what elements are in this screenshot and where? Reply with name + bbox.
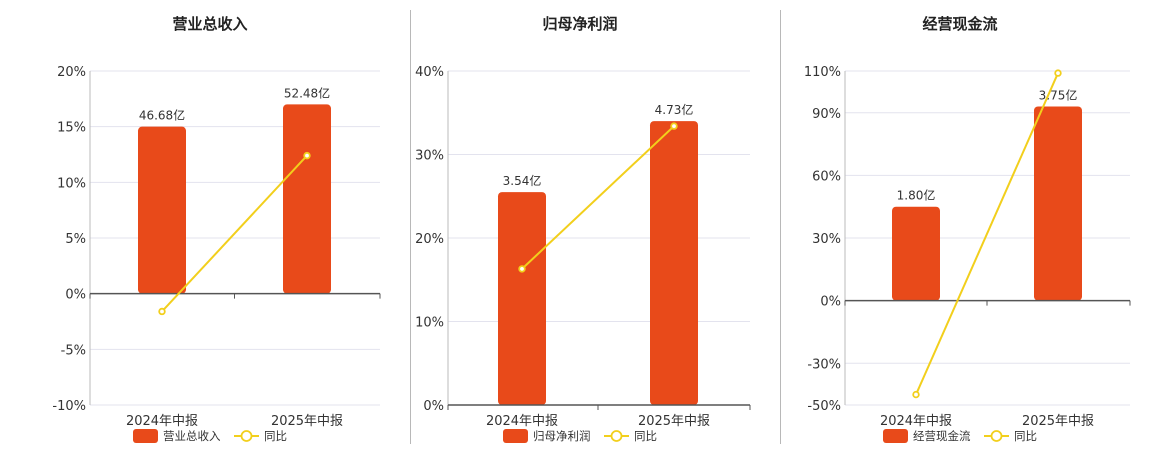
line-point <box>158 307 166 316</box>
series-line <box>161 154 308 313</box>
y-tick-label: 60% <box>812 169 841 184</box>
y-tick-label: -50% <box>807 399 841 414</box>
bar <box>1034 106 1082 301</box>
line-point <box>303 151 311 160</box>
y-tick-label: 10% <box>57 176 86 191</box>
chart-title: 归母净利润 <box>542 15 617 33</box>
bar-value-label: 52.48亿 <box>284 85 330 100</box>
series-line <box>915 72 1059 395</box>
legend-swatch-point <box>240 430 253 442</box>
legend-label: 同比 <box>1014 429 1037 443</box>
bar <box>498 192 546 405</box>
y-tick-label: 20% <box>415 232 444 247</box>
legend-label: 同比 <box>634 429 657 443</box>
y-tick-label: 5% <box>65 232 86 247</box>
legend-label: 同比 <box>264 429 287 443</box>
x-tick-label: 2024年中报 <box>880 414 952 429</box>
chart-panel-1: 营业总收入 20% 15% 10% 5% 0% -5% -10% 46.68亿 52.48亿 202… <box>52 15 381 443</box>
bar-value-label: 3.54亿 <box>503 173 542 188</box>
y-tick-label: 0% <box>423 399 444 414</box>
y-tick-label: -30% <box>807 357 841 372</box>
y-tick-label: 10% <box>415 316 444 331</box>
bar-value-label: 4.73亿 <box>655 102 694 117</box>
bar <box>138 126 186 294</box>
line-point <box>670 122 678 130</box>
legend-label: 经营现金流 <box>913 429 971 443</box>
y-tick-label: 30% <box>415 149 444 164</box>
series-line <box>521 125 675 270</box>
legend-swatch-bar <box>133 429 158 443</box>
y-tick-label: 0% <box>65 288 86 303</box>
bar-value-label: 1.80亿 <box>897 188 936 203</box>
x-tick-label: 2024年中报 <box>126 414 198 429</box>
legend-label: 归母净利润 <box>533 429 591 443</box>
y-tick-label: 20% <box>57 65 86 80</box>
legend-swatch-bar <box>503 429 528 443</box>
legend: 经营现金流 同比 <box>883 429 1037 443</box>
line-point <box>518 265 526 273</box>
bar-value-label: 3.75亿 <box>1039 87 1078 102</box>
bar-value-label: 46.68亿 <box>139 108 185 123</box>
y-tick-label: 90% <box>812 107 841 122</box>
chart-title: 经营现金流 <box>922 15 997 33</box>
bar <box>283 104 331 294</box>
line-point <box>912 390 920 399</box>
y-tick-label: 30% <box>812 232 841 247</box>
y-tick-label: 0% <box>820 295 841 310</box>
panel-divider <box>410 10 411 444</box>
chart-panel-2: 归母净利润 40% 30% 20% 10% 0% 3.54亿 4.73亿 2024年中报 2025… <box>415 15 751 443</box>
y-tick-label: -5% <box>61 343 86 358</box>
chart-panel-3: 经营现金流 110% 90% 60% 30% 0% -30% -50% 1.80亿 3.75亿 20… <box>804 15 1131 443</box>
y-tick-label: -10% <box>52 399 86 414</box>
bar <box>892 206 940 301</box>
line-point <box>1054 69 1062 77</box>
x-tick-label: 2024年中报 <box>486 414 558 429</box>
legend-swatch-point <box>610 430 623 442</box>
x-tick-label: 2025年中报 <box>271 414 343 429</box>
panel-divider <box>780 10 781 444</box>
legend-label: 营业总收入 <box>163 429 221 443</box>
legend: 营业总收入 同比 <box>133 429 287 443</box>
bar <box>650 121 698 405</box>
x-tick-label: 2025年中报 <box>1022 414 1094 429</box>
legend: 归母净利润 同比 <box>503 429 657 443</box>
legend-swatch-point <box>990 430 1003 442</box>
y-tick-label: 110% <box>804 65 841 80</box>
x-tick-label: 2025年中报 <box>638 414 710 429</box>
legend-swatch-bar <box>883 429 908 443</box>
chart-title: 营业总收入 <box>172 15 247 33</box>
y-tick-label: 40% <box>415 65 444 80</box>
y-tick-label: 15% <box>57 121 86 136</box>
